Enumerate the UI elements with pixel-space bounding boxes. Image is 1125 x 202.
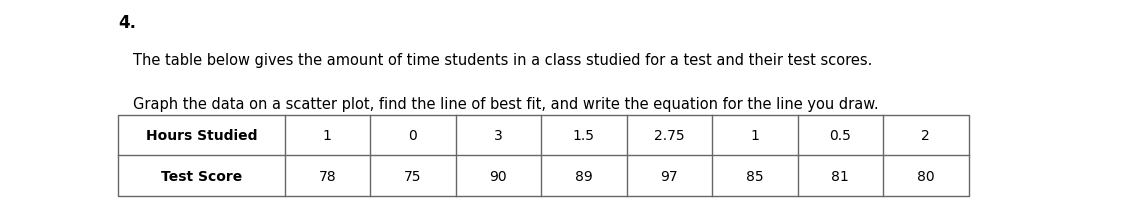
Text: 2.75: 2.75 xyxy=(654,128,685,142)
Text: Hours Studied: Hours Studied xyxy=(145,128,258,142)
Text: 81: 81 xyxy=(831,169,849,183)
Text: 90: 90 xyxy=(489,169,507,183)
Text: 97: 97 xyxy=(660,169,678,183)
Text: Graph the data on a scatter plot, find the line of best fit, and write the equat: Graph the data on a scatter plot, find t… xyxy=(133,97,879,112)
Text: 80: 80 xyxy=(917,169,935,183)
Bar xyxy=(118,115,969,196)
Text: 78: 78 xyxy=(318,169,336,183)
Text: 0: 0 xyxy=(408,128,417,142)
Text: 89: 89 xyxy=(575,169,593,183)
Text: 75: 75 xyxy=(404,169,422,183)
Text: 1: 1 xyxy=(750,128,759,142)
Text: 1.5: 1.5 xyxy=(573,128,595,142)
Text: 4.: 4. xyxy=(118,14,136,32)
Text: 0.5: 0.5 xyxy=(829,128,852,142)
Text: 85: 85 xyxy=(746,169,764,183)
Text: Test Score: Test Score xyxy=(161,169,242,183)
Text: 3: 3 xyxy=(494,128,503,142)
Text: The table below gives the amount of time students in a class studied for a test : The table below gives the amount of time… xyxy=(133,53,872,67)
Text: 1: 1 xyxy=(323,128,332,142)
Text: 2: 2 xyxy=(921,128,930,142)
